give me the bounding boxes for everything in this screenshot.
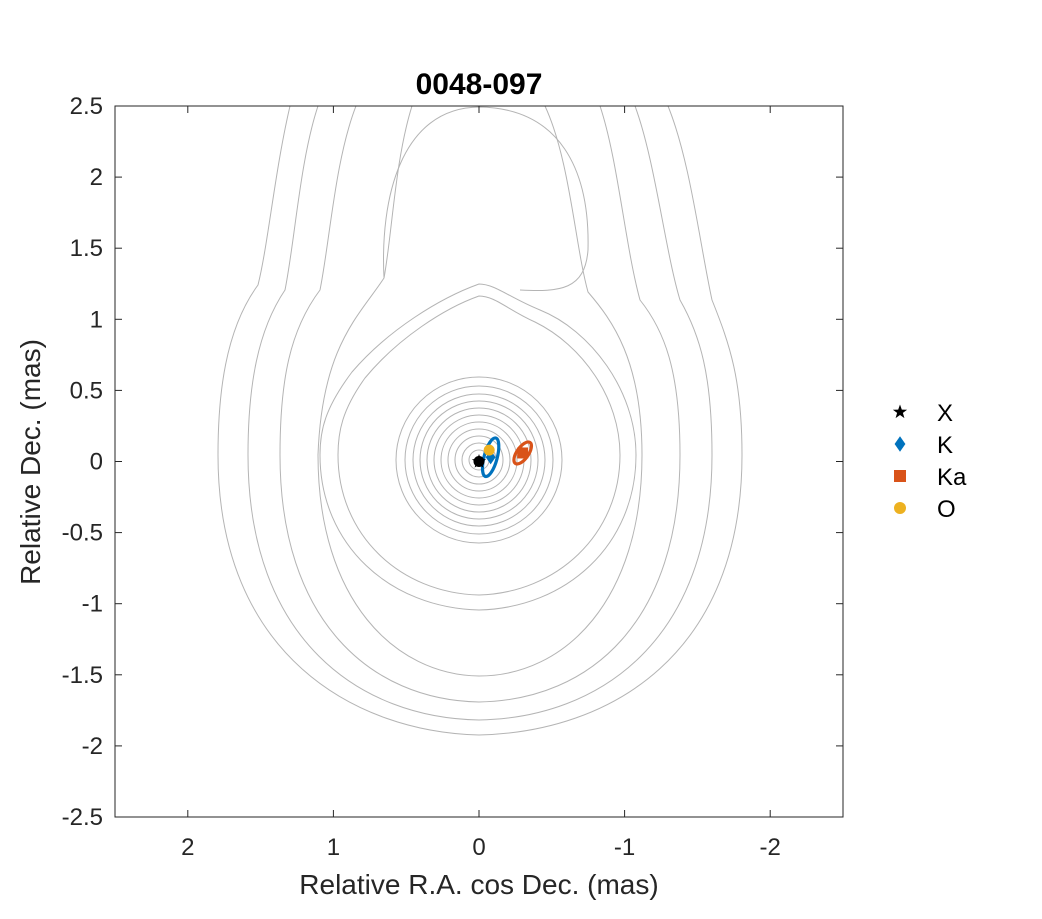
y-tick-label: 1 xyxy=(90,306,103,333)
legend: XK Ka O xyxy=(892,400,967,523)
x-axis-label: Relative R.A. cos Dec. (mas) xyxy=(299,869,658,900)
contour-line xyxy=(337,295,621,596)
y-tick-label: -1 xyxy=(82,591,103,618)
y-tick-label: -2 xyxy=(82,733,103,760)
y-tick-label: 1.5 xyxy=(70,235,103,262)
contour-line xyxy=(279,106,681,703)
y-axis-label: Relative Dec. (mas) xyxy=(15,339,46,585)
chart-title: 0048-097 xyxy=(416,68,543,101)
x-tick-label: -2 xyxy=(760,834,781,861)
legend-label-k: K xyxy=(937,432,953,459)
point-ka xyxy=(517,447,529,459)
legend-label-x: X xyxy=(937,400,953,427)
contour-line xyxy=(447,428,511,492)
legend-marker-o xyxy=(894,502,906,514)
y-tick-label: -2.5 xyxy=(62,804,103,831)
x-tick-label: 2 xyxy=(181,834,194,861)
contour-line xyxy=(454,435,504,485)
x-tick-label: -1 xyxy=(614,834,635,861)
y-tick-label: -1.5 xyxy=(62,662,103,689)
x-tick-label: 0 xyxy=(472,834,485,861)
contour-line xyxy=(419,400,539,520)
contour-line xyxy=(247,106,713,721)
legend-marker-x xyxy=(892,404,908,419)
contour-line xyxy=(404,385,554,535)
legend-marker-k xyxy=(894,436,906,452)
legend-marker-ka xyxy=(894,470,906,482)
y-tick-label: 2 xyxy=(90,164,103,191)
y-tick-label: 0 xyxy=(90,449,103,476)
point-o xyxy=(483,444,495,456)
axis-ticks: 2 1 0 -1 -2 2.5 2 1.5 1 0.5 0 -0.5 -1 -1.5 -2 -2.5 xyxy=(62,93,843,861)
point-x xyxy=(471,454,487,468)
legend-label-o: O xyxy=(937,496,956,523)
y-tick-label: -0.5 xyxy=(62,520,103,547)
contour-line xyxy=(426,407,532,513)
contour-line xyxy=(440,421,518,499)
contour-line xyxy=(395,376,563,544)
contour-line xyxy=(383,106,589,291)
contour-line xyxy=(319,283,637,611)
contour-group xyxy=(217,106,743,736)
contour-line xyxy=(317,106,643,677)
data-points xyxy=(471,444,529,468)
error-ellipse-k xyxy=(480,436,501,479)
y-tick-label: 2.5 xyxy=(70,93,103,120)
y-tick-label: 0.5 xyxy=(70,377,103,404)
x-tick-label: 1 xyxy=(327,834,340,861)
legend-label-ka: Ka xyxy=(937,464,967,491)
contour-line xyxy=(412,393,546,527)
contour-line xyxy=(217,106,743,736)
